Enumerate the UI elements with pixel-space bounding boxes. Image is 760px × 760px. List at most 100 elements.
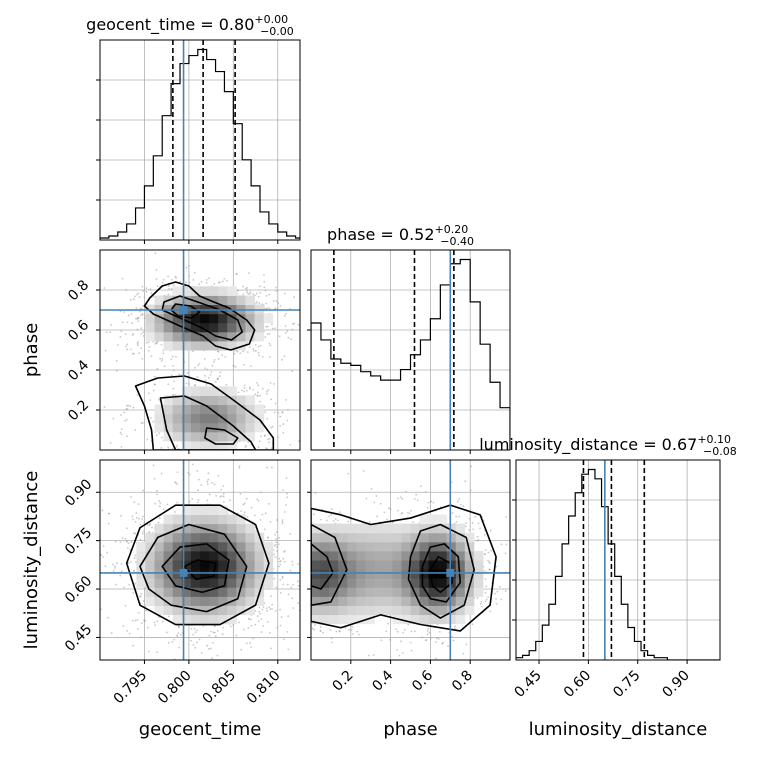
density-cell bbox=[190, 340, 201, 351]
sample-point bbox=[131, 515, 134, 518]
density-cell bbox=[338, 532, 348, 543]
sample-point bbox=[205, 281, 208, 284]
sample-point bbox=[212, 641, 214, 644]
density-cell bbox=[145, 541, 156, 552]
sample-point bbox=[140, 636, 142, 639]
sample-point bbox=[246, 516, 249, 519]
density-cell bbox=[356, 569, 366, 579]
sample-point bbox=[484, 578, 487, 581]
sample-point bbox=[160, 360, 163, 362]
sample-point bbox=[322, 631, 324, 634]
sample-point bbox=[258, 354, 260, 357]
sample-point bbox=[306, 568, 308, 570]
density-cell bbox=[320, 614, 330, 625]
sample-point bbox=[275, 531, 278, 534]
sample-point bbox=[243, 628, 245, 631]
sample-point bbox=[262, 615, 264, 617]
sample-point bbox=[136, 619, 139, 621]
sample-point bbox=[232, 365, 235, 367]
sample-point bbox=[278, 565, 280, 568]
sample-point bbox=[304, 623, 306, 625]
sample-point bbox=[274, 480, 276, 482]
sample-point bbox=[218, 375, 221, 377]
sample-point bbox=[256, 394, 259, 397]
histogram-steps bbox=[311, 258, 510, 450]
sample-point bbox=[311, 627, 314, 630]
sample-point bbox=[137, 457, 139, 459]
sample-point bbox=[271, 323, 273, 326]
sample-point bbox=[265, 307, 268, 310]
sample-point bbox=[271, 466, 273, 469]
sample-point bbox=[303, 602, 305, 604]
density-cell bbox=[190, 413, 201, 424]
sample-point bbox=[213, 469, 215, 471]
sample-point bbox=[284, 332, 287, 335]
sample-point bbox=[279, 563, 282, 566]
sample-point bbox=[267, 536, 269, 539]
sample-point bbox=[286, 576, 288, 578]
sample-point bbox=[298, 575, 300, 577]
sample-point bbox=[464, 480, 467, 483]
sample-point bbox=[114, 565, 116, 568]
density-cell bbox=[428, 514, 439, 525]
sample-point bbox=[245, 497, 248, 500]
sample-point bbox=[115, 359, 118, 362]
sample-point bbox=[261, 513, 264, 516]
sample-point bbox=[259, 491, 262, 494]
sample-point bbox=[210, 630, 212, 633]
sample-point bbox=[242, 454, 244, 456]
density-cell bbox=[254, 313, 265, 324]
sample-point bbox=[196, 470, 199, 472]
sample-point bbox=[319, 641, 321, 643]
sample-point bbox=[129, 348, 132, 351]
title-main: luminosity_distance = 0.67 bbox=[479, 435, 697, 455]
sample-point bbox=[137, 317, 139, 319]
sample-point bbox=[287, 548, 289, 550]
sample-point bbox=[304, 537, 306, 539]
density-cell bbox=[383, 523, 393, 534]
sample-point bbox=[238, 465, 241, 467]
sample-point bbox=[123, 586, 126, 589]
sample-point bbox=[395, 628, 398, 631]
density-cell bbox=[437, 560, 448, 570]
sample-point bbox=[283, 314, 286, 317]
sample-point bbox=[338, 511, 341, 514]
sample-point bbox=[305, 558, 307, 560]
sample-point bbox=[121, 277, 124, 280]
sample-point bbox=[261, 456, 263, 458]
sample-point bbox=[242, 285, 244, 288]
sample-point bbox=[307, 573, 309, 575]
sample-point bbox=[139, 314, 142, 317]
sample-point bbox=[265, 452, 267, 454]
density-cell bbox=[437, 550, 448, 561]
density-cell bbox=[392, 569, 402, 579]
density-cell bbox=[218, 386, 228, 396]
sample-point bbox=[158, 517, 161, 520]
sample-point bbox=[426, 633, 429, 636]
panel-frame bbox=[310, 459, 511, 661]
sample-point bbox=[429, 637, 432, 640]
sample-point bbox=[462, 505, 465, 508]
sample-point bbox=[308, 578, 310, 580]
sample-point bbox=[101, 509, 104, 512]
density-cell bbox=[190, 386, 201, 396]
density-cell bbox=[365, 541, 375, 552]
sample-point bbox=[112, 569, 115, 572]
density-cell bbox=[209, 395, 219, 406]
sample-point bbox=[308, 575, 310, 577]
sample-point bbox=[221, 280, 224, 283]
density-cell bbox=[245, 395, 256, 406]
sample-point bbox=[136, 342, 139, 345]
sample-point bbox=[239, 492, 242, 495]
density-cell bbox=[227, 569, 237, 579]
sample-point bbox=[170, 358, 173, 361]
density-cell bbox=[136, 569, 146, 579]
sample-point bbox=[104, 565, 107, 568]
sample-point bbox=[291, 566, 293, 568]
sample-point bbox=[279, 594, 281, 596]
sample-point bbox=[154, 342, 157, 345]
sample-point bbox=[279, 424, 282, 427]
title-lower: −0.00 bbox=[260, 25, 294, 38]
sample-point bbox=[92, 599, 94, 601]
density-cell bbox=[227, 404, 237, 415]
